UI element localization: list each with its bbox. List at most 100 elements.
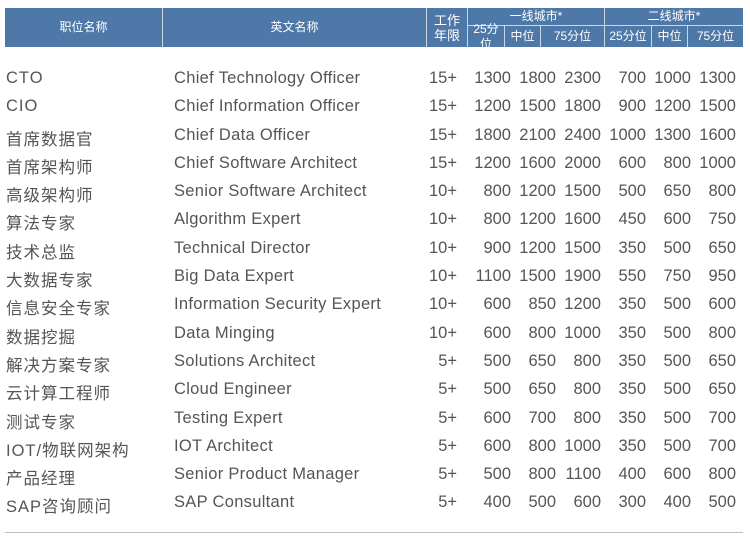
cell-tier1-p25: 1200 <box>474 153 511 172</box>
cell-tier1-median: 1800 <box>519 69 556 87</box>
english-name: Solutions Architect <box>174 351 316 370</box>
cell-years: 15+ <box>429 153 457 172</box>
cell-tier1-p75: 600 <box>573 493 601 512</box>
job-title: IOT/物联网架构 <box>6 441 130 460</box>
cell-tier2-p75: 1600 <box>699 125 736 144</box>
cell-tier1-p75: 1100 <box>565 465 601 484</box>
cell-years: 10+ <box>429 267 457 286</box>
cell-tier2-p25: 350 <box>618 436 646 455</box>
english-name: Chief Technology Officer <box>174 69 361 87</box>
cell-years: 15+ <box>429 97 457 116</box>
job-title: 首席架构师 <box>6 158 94 177</box>
cell-tier1-median: 1200 <box>519 210 556 229</box>
cell-tier1-p75: 1000 <box>564 323 601 342</box>
cell-years: 10+ <box>429 210 457 229</box>
cell-tier2-p25: 700 <box>618 69 646 87</box>
job-title: 测试专家 <box>6 413 76 432</box>
cell-tier2-p75: 700 <box>708 408 736 427</box>
cell-years: 5+ <box>438 436 457 455</box>
english-name: Chief Information Officer <box>174 97 361 116</box>
cell-tier2-p75: 650 <box>708 351 736 370</box>
table-row: 高级架构师 Senior Software Architect 10+ 800 1200… <box>0 178 750 206</box>
cell-tier2-p75: 1300 <box>699 69 736 87</box>
cell-tier2-median: 800 <box>663 153 691 172</box>
cell-tier2-median: 650 <box>663 182 691 201</box>
job-title: 首席数据官 <box>6 130 94 149</box>
cell-tier1-p75: 800 <box>573 351 601 370</box>
english-name: Algorithm Expert <box>174 210 301 229</box>
english-name: IOT Architect <box>174 436 273 455</box>
cell-years: 5+ <box>438 351 457 370</box>
english-name: Information Security Expert <box>174 295 382 314</box>
job-title: 技术总监 <box>6 243 76 262</box>
cell-tier1-median: 2100 <box>519 125 556 144</box>
table-row: IOT/物联网架构 IOT Architect 5+ 600 800 1000 350 500… <box>0 433 750 461</box>
cell-years: 15+ <box>429 69 457 87</box>
header-t2-median: 中位 <box>652 26 688 47</box>
cell-tier2-p25: 350 <box>618 295 646 314</box>
job-title: 大数据专家 <box>6 272 94 291</box>
cell-tier1-median: 800 <box>528 323 556 342</box>
cell-years: 5+ <box>438 380 457 399</box>
cell-years: 5+ <box>438 493 457 512</box>
cell-tier2-p75: 800 <box>708 465 736 484</box>
header-t2-p75: 75分位 <box>696 29 735 43</box>
english-name: Senior Software Architect <box>174 182 367 201</box>
cell-tier2-median: 500 <box>663 380 691 399</box>
header-t2-p25: 25分位 <box>605 26 652 47</box>
english-name: Technical Director <box>174 238 311 257</box>
cell-tier1-median: 650 <box>528 351 556 370</box>
cell-tier1-p25: 600 <box>483 323 511 342</box>
cell-tier1-p25: 500 <box>483 465 511 484</box>
cell-tier2-p25: 900 <box>618 97 646 116</box>
cell-tier1-p25: 500 <box>483 380 511 399</box>
header-t1-p25: 25分位 <box>468 22 505 51</box>
cell-tier1-median: 1500 <box>519 267 556 286</box>
cell-tier2-p75: 650 <box>708 380 736 399</box>
job-title: 产品经理 <box>6 470 76 489</box>
cell-tier2-median: 500 <box>663 323 691 342</box>
cell-tier2-p25: 350 <box>618 351 646 370</box>
cell-tier2-p75: 750 <box>708 210 736 229</box>
job-title: 高级架构师 <box>6 187 94 206</box>
header-english-name: 英文名称 <box>163 8 427 47</box>
table-row: 解决方案专家 Solutions Architect 5+ 500 650 800 350 5… <box>0 348 750 376</box>
cell-tier1-median: 800 <box>528 465 556 484</box>
cell-tier1-median: 500 <box>528 493 556 512</box>
cell-tier1-p25: 600 <box>483 436 511 455</box>
cell-years: 10+ <box>429 295 457 314</box>
cell-tier1-p75: 1200 <box>564 295 601 314</box>
cell-tier2-p75: 600 <box>708 295 736 314</box>
job-title: 算法专家 <box>6 215 76 234</box>
cell-tier2-median: 500 <box>663 351 691 370</box>
header-t1-median: 中位 <box>505 26 541 47</box>
header-t1-p75: 75分位 <box>541 26 605 47</box>
table-row: 云计算工程师 Cloud Engineer 5+ 500 650 800 350 500 650 <box>0 376 750 404</box>
cell-tier2-p25: 550 <box>618 267 646 286</box>
table-row: 技术总监 Technical Director 10+ 900 1200 1500 350 5… <box>0 235 750 263</box>
cell-tier1-median: 650 <box>528 380 556 399</box>
table-row: 首席架构师 Chief Software Architect 15+ 1200 1600… <box>0 150 750 178</box>
cell-tier1-median: 850 <box>528 295 556 314</box>
cell-tier1-p25: 600 <box>483 408 511 427</box>
cell-tier2-median: 500 <box>663 408 691 427</box>
cell-tier1-p75: 800 <box>573 380 601 399</box>
cell-tier2-median: 500 <box>663 295 691 314</box>
cell-tier2-p25: 450 <box>618 210 646 229</box>
table-body: CTO Chief Technology Officer 15+ 1300 1800 23… <box>0 65 750 518</box>
cell-tier1-p25: 500 <box>483 351 511 370</box>
table-row: 首席数据官 Chief Data Officer 15+ 1800 2100 2400 10… <box>0 122 750 150</box>
cell-tier1-p25: 900 <box>483 238 511 257</box>
table-row: 产品经理 Senior Product Manager 5+ 500 800 1100 40… <box>0 461 750 489</box>
cell-tier2-p25: 600 <box>618 153 646 172</box>
table-row: 大数据专家 Big Data Expert 10+ 1100 1500 1900 550 75… <box>0 263 750 291</box>
job-title: 云计算工程师 <box>6 385 111 404</box>
cell-tier1-median: 800 <box>528 436 556 455</box>
cell-tier2-p75: 800 <box>708 182 736 201</box>
cell-tier2-median: 400 <box>663 493 691 512</box>
cell-tier1-median: 1600 <box>519 153 556 172</box>
job-title: 信息安全专家 <box>6 300 111 319</box>
cell-tier1-median: 1200 <box>519 238 556 257</box>
cell-tier1-p25: 600 <box>483 295 511 314</box>
header-tier1: 一线城市* <box>468 8 605 26</box>
